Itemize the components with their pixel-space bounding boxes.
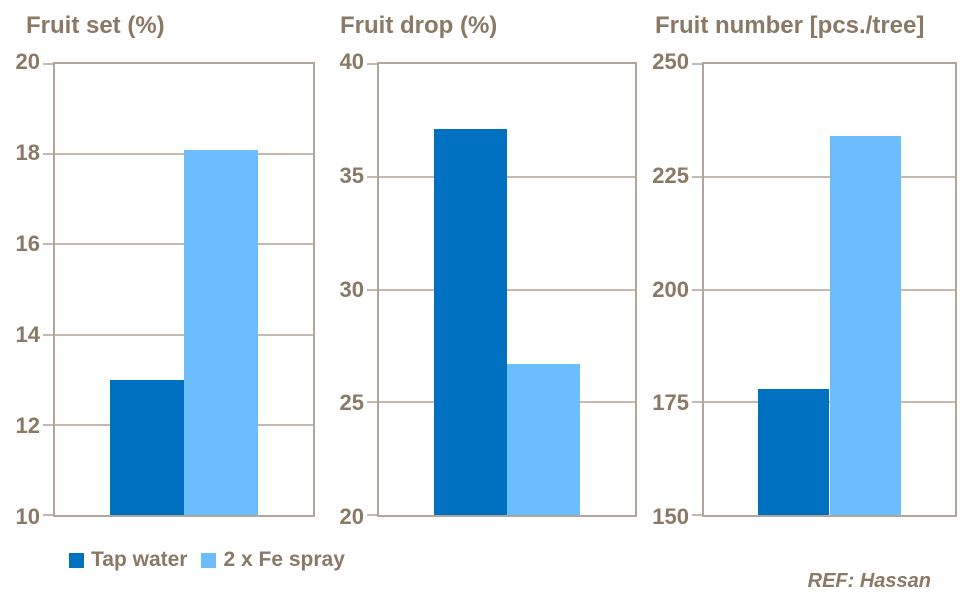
y-tick-label: 200: [652, 276, 689, 302]
chart-fruit-drop: Fruit drop (%) 40 35 30 25 20: [324, 0, 654, 540]
y-tick-label: 10: [15, 504, 40, 529]
y-axis-tick-labels: 20 18 16 14 12 10: [0, 51, 40, 528]
plot-area: [692, 62, 957, 517]
legend-swatch-fe-spray: [201, 552, 217, 568]
y-tick-label: 12: [15, 413, 40, 438]
plot-area: [367, 62, 637, 517]
bar-tap-water: [757, 388, 830, 515]
bar-tap-water: [110, 379, 184, 515]
gridline: [379, 288, 635, 291]
y-tick-label: 30: [339, 276, 364, 302]
bar-tap-water: [434, 129, 507, 515]
y-tick-label: 225: [652, 162, 689, 188]
y-tick-mark: [43, 514, 53, 516]
y-tick-mark: [367, 175, 377, 178]
y-tick-label: 25: [339, 390, 364, 416]
legend-item-tap-water: Tap water: [69, 548, 187, 572]
y-tick-label: 35: [339, 162, 364, 188]
y-tick-mark: [43, 63, 53, 65]
y-tick-mark: [692, 63, 702, 65]
y-tick-mark: [43, 153, 53, 156]
y-tick-label: 40: [339, 49, 364, 74]
legend-item-fe-spray: 2 x Fe spray: [201, 548, 345, 572]
chart-title: Fruit number [pcs./tree]: [655, 12, 925, 39]
y-tick-label: 150: [652, 504, 689, 529]
y-tick-label: 18: [15, 140, 40, 165]
y-tick-mark: [692, 175, 702, 178]
bar-2-x-fe-spray: [507, 363, 580, 515]
y-tick-label: 16: [15, 231, 40, 256]
y-tick-mark: [43, 333, 53, 336]
y-tick-mark: [367, 63, 377, 65]
y-tick-label: 175: [652, 390, 689, 416]
y-tick-label: 14: [15, 322, 40, 347]
y-tick-mark: [367, 288, 377, 291]
y-tick-mark: [367, 514, 377, 516]
y-tick-mark: [692, 288, 702, 291]
y-tick-mark: [692, 401, 702, 404]
chart-fruit-number: Fruit number [pcs./tree] 250 225 200 175 150: [649, 0, 970, 540]
bar-2-x-fe-spray: [184, 149, 258, 515]
y-axis-tick-labels: 250 225 200 175 150: [649, 51, 689, 528]
chart-title: Fruit set (%): [26, 12, 165, 39]
reference-text: REF: Hassan: [807, 570, 931, 592]
y-tick-mark: [43, 423, 53, 426]
chart-title: Fruit drop (%): [340, 12, 498, 39]
legend-label-tap-water: Tap water: [91, 548, 188, 571]
y-tick-label: 20: [339, 504, 364, 529]
y-tick-label: 20: [15, 49, 40, 74]
chart-fruit-set: Fruit set (%) 20 18 16 14 12 10: [0, 0, 330, 540]
y-tick-label: 250: [652, 49, 689, 74]
legend: Tap water 2 x Fe spray: [69, 548, 345, 572]
bar-2-x-fe-spray: [829, 136, 902, 515]
legend-label-fe-spray: 2 x Fe spray: [223, 548, 345, 571]
y-tick-mark: [367, 401, 377, 404]
gridline: [379, 175, 635, 178]
y-tick-mark: [43, 243, 53, 246]
plot-area: [43, 62, 315, 517]
y-axis-tick-labels: 40 35 30 25 20: [324, 51, 364, 528]
y-tick-mark: [692, 514, 702, 516]
legend-swatch-tap-water: [69, 552, 84, 568]
